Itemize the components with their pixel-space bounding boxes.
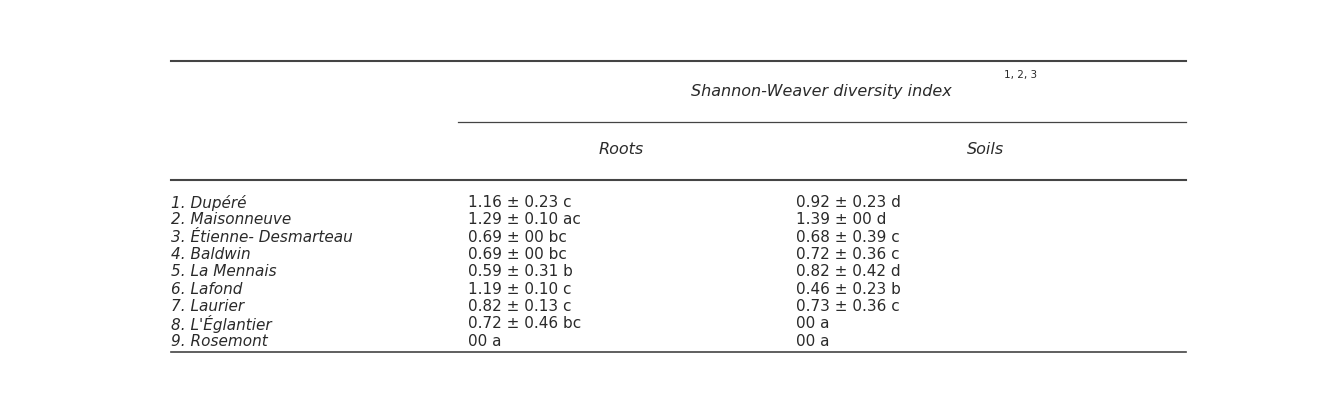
Text: 7. Laurier: 7. Laurier (171, 299, 243, 314)
Text: 1.39 ± 00 d: 1.39 ± 00 d (796, 213, 886, 228)
Text: 1, 2, 3: 1, 2, 3 (1004, 70, 1037, 80)
Text: 1.16 ± 0.23 c: 1.16 ± 0.23 c (468, 195, 572, 210)
Text: 6. Lafond: 6. Lafond (171, 282, 242, 297)
Text: 00 a: 00 a (796, 316, 830, 331)
Text: Shannon-Weaver diversity index: Shannon-Weaver diversity index (691, 84, 953, 99)
Text: 9. Rosemont: 9. Rosemont (171, 334, 267, 349)
Text: 0.82 ± 0.42 d: 0.82 ± 0.42 d (796, 264, 901, 279)
Text: 4. Baldwin: 4. Baldwin (171, 247, 250, 262)
Text: Roots: Roots (599, 142, 644, 157)
Text: 00 a: 00 a (796, 334, 830, 349)
Text: 1.19 ± 0.10 c: 1.19 ± 0.10 c (468, 282, 572, 297)
Text: 5. La Mennais: 5. La Mennais (171, 264, 277, 279)
Text: 0.92 ± 0.23 d: 0.92 ± 0.23 d (796, 195, 901, 210)
Text: 2. Maisonneuve: 2. Maisonneuve (171, 213, 291, 228)
Text: 0.46 ± 0.23 b: 0.46 ± 0.23 b (796, 282, 901, 297)
Text: 0.72 ± 0.36 c: 0.72 ± 0.36 c (796, 247, 900, 262)
Text: 0.82 ± 0.13 c: 0.82 ± 0.13 c (468, 299, 572, 314)
Text: Soils: Soils (967, 142, 1004, 157)
Text: 1.29 ± 0.10 ac: 1.29 ± 0.10 ac (468, 213, 581, 228)
Text: 00 a: 00 a (468, 334, 501, 349)
Text: 0.69 ± 00 bc: 0.69 ± 00 bc (468, 247, 566, 262)
Text: 1. Dupéré: 1. Dupéré (171, 194, 246, 211)
Text: 0.69 ± 00 bc: 0.69 ± 00 bc (468, 229, 566, 245)
Text: 0.72 ± 0.46 bc: 0.72 ± 0.46 bc (468, 316, 581, 331)
Text: 0.59 ± 0.31 b: 0.59 ± 0.31 b (468, 264, 573, 279)
Text: 0.68 ± 0.39 c: 0.68 ± 0.39 c (796, 229, 900, 245)
Text: 8. L'Églantier: 8. L'Églantier (171, 315, 271, 333)
Text: 0.73 ± 0.36 c: 0.73 ± 0.36 c (796, 299, 900, 314)
Text: 3. Étienne- Desmarteau: 3. Étienne- Desmarteau (171, 229, 352, 245)
